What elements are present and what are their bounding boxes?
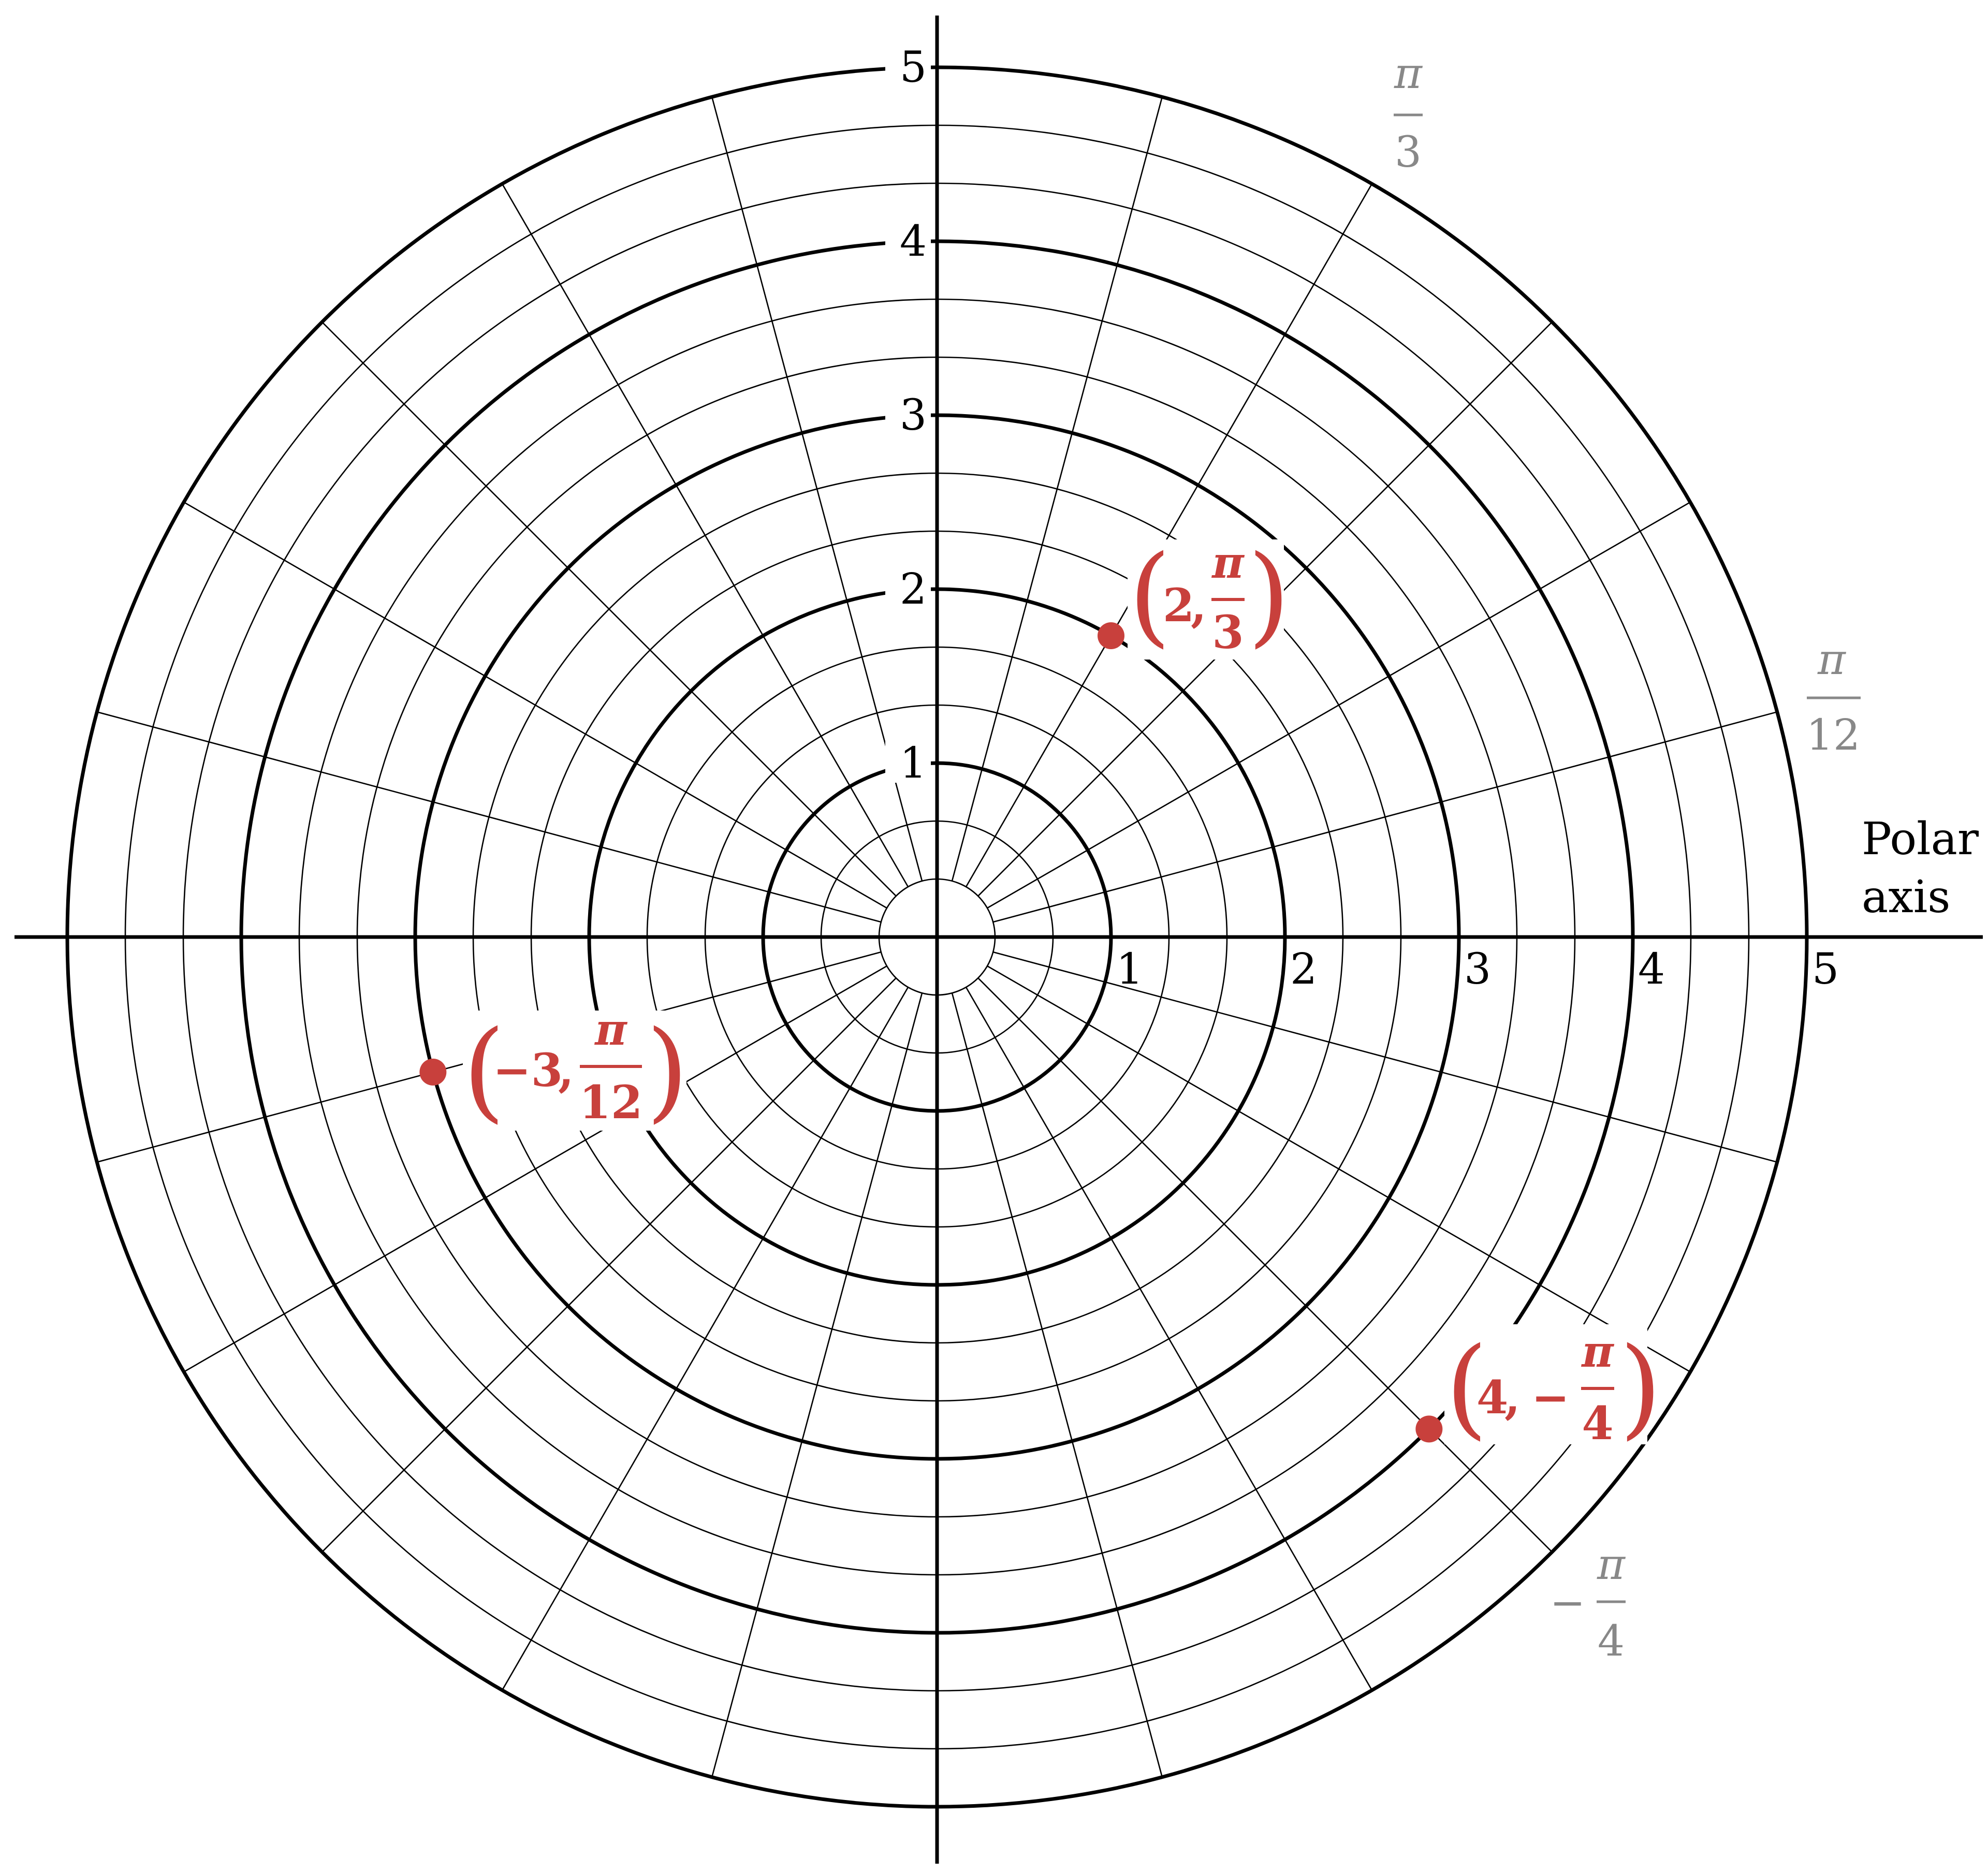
label-close-paren: )	[646, 1007, 689, 1134]
tick-label-background	[885, 559, 931, 609]
label-background	[1444, 1324, 1647, 1444]
svg-text:4: 4	[1598, 1617, 1625, 1666]
angle-ray	[965, 987, 1373, 1691]
polar-axis-label-line2: axis	[1862, 871, 1950, 923]
label-background	[1128, 539, 1284, 660]
angle-ray	[321, 321, 897, 897]
radial-tick-label-horizontal: 4	[1638, 945, 1665, 994]
point-4-minus-pi-over-4: ( 4 , − π 4 )	[1415, 1324, 1662, 1451]
angle-ray	[977, 977, 1553, 1553]
tick-label-background	[885, 733, 931, 783]
label-theta-numerator: π	[1211, 537, 1245, 588]
label-comma: ,	[1191, 578, 1207, 632]
angle-label-pi-over-12: π 12	[1806, 635, 1861, 760]
label-theta-denominator: 4	[1582, 1396, 1613, 1450]
angle-ray	[992, 711, 1778, 923]
angle-label-pi-over-3: π 3	[1394, 49, 1423, 177]
radial-tick-label-vertical: 4	[900, 217, 927, 266]
label-close-paren: )	[1619, 1324, 1662, 1451]
label-open-paren: (	[1129, 532, 1171, 659]
angle-ray	[992, 951, 1778, 1163]
angle-ray	[321, 977, 897, 1553]
label-theta-denominator: 12	[579, 1075, 642, 1129]
label-comma: ,	[1504, 1370, 1521, 1424]
radial-tick-label-horizontal: 1	[1116, 945, 1143, 994]
angle-label-minus-pi-over-4: − π 4	[1550, 1540, 1626, 1666]
svg-text:π: π	[1817, 635, 1847, 684]
tick-label-background	[885, 385, 931, 435]
radial-tick-label-vertical: 5	[900, 43, 927, 92]
radial-tick-label-horizontal: 5	[1812, 945, 1839, 994]
radial-tick-label-horizontal: 3	[1464, 945, 1491, 994]
point-minus-3-pi-over-12: ( −3 , π 12 )	[419, 1004, 689, 1134]
radial-tick-label-vertical: 1	[900, 739, 927, 788]
label-background	[463, 1011, 686, 1131]
angle-ray	[711, 992, 923, 1778]
angle-ray	[501, 183, 909, 887]
radial-tick-label-vertical: 3	[900, 391, 927, 440]
angle-ray	[951, 992, 1163, 1778]
polar-axis-label-line1: Polar	[1862, 813, 1979, 865]
label-r-value: 2	[1163, 578, 1194, 632]
data-point-marker	[1098, 622, 1124, 650]
label-theta-sign: −	[1531, 1370, 1570, 1424]
label-theta-denominator: 3	[1212, 605, 1244, 659]
point-2-pi-over-3: ( 2 , π 3 )	[1098, 532, 1290, 660]
tick-label-background	[885, 37, 931, 87]
data-point-marker	[419, 1058, 447, 1086]
angle-ray	[183, 965, 887, 1373]
label-open-paren: (	[1445, 1324, 1488, 1451]
label-open-paren: (	[463, 1007, 505, 1134]
angle-ray	[183, 501, 887, 909]
label-close-paren: )	[1248, 532, 1290, 659]
angle-ray	[987, 501, 1691, 909]
svg-text:π: π	[1597, 1540, 1626, 1589]
angle-ray	[96, 711, 882, 923]
angle-ray	[501, 987, 909, 1691]
svg-text:π: π	[1394, 49, 1423, 98]
tick-label-background	[885, 211, 931, 261]
angle-ray	[987, 965, 1691, 1373]
label-r-value: 4	[1477, 1370, 1508, 1424]
label-theta-numerator: π	[594, 1004, 627, 1055]
radial-tick-label-vertical: 2	[900, 565, 927, 614]
svg-text:12: 12	[1806, 711, 1860, 760]
angle-ray	[951, 96, 1163, 882]
data-point-marker	[1415, 1415, 1443, 1443]
radial-tick-label-horizontal: 2	[1290, 945, 1317, 994]
label-r-value: −3	[493, 1043, 563, 1097]
angle-ray-group	[96, 96, 1778, 1778]
label-theta-numerator: π	[1581, 1326, 1614, 1377]
angle-ray	[965, 183, 1373, 887]
svg-text:−: −	[1550, 1578, 1586, 1628]
label-comma: ,	[558, 1043, 574, 1097]
svg-text:3: 3	[1395, 128, 1422, 177]
